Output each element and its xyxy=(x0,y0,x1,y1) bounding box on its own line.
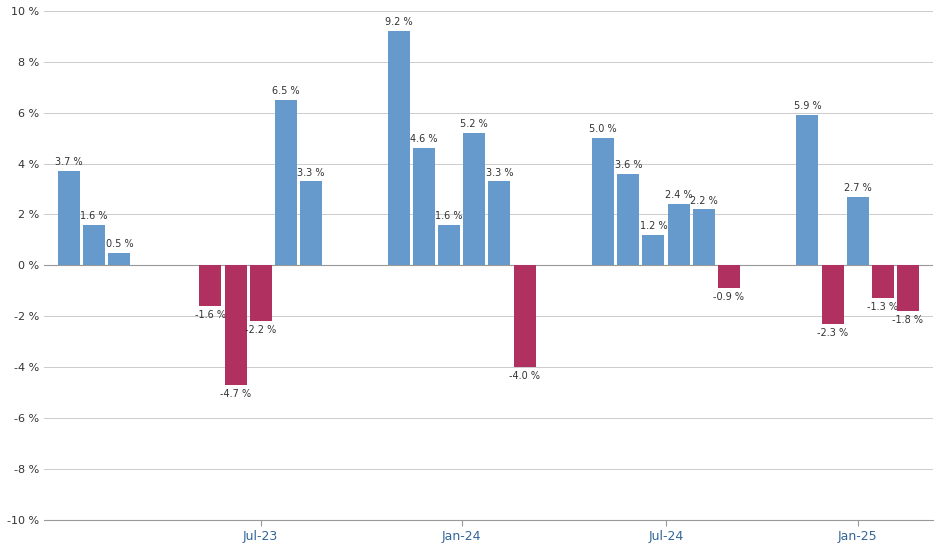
Text: 6.5 %: 6.5 % xyxy=(272,86,300,96)
Text: 4.6 %: 4.6 % xyxy=(411,135,438,145)
Bar xyxy=(796,116,819,265)
Text: 3.3 %: 3.3 % xyxy=(297,168,324,178)
Bar xyxy=(225,265,246,385)
Bar xyxy=(413,148,435,265)
Text: 2.2 %: 2.2 % xyxy=(690,195,717,206)
Text: 2.7 %: 2.7 % xyxy=(844,183,871,193)
Bar xyxy=(718,265,740,288)
Bar xyxy=(513,265,536,367)
Bar xyxy=(250,265,272,321)
Bar xyxy=(822,265,843,324)
Bar xyxy=(388,31,410,265)
Text: 3.3 %: 3.3 % xyxy=(486,168,513,178)
Text: 5.9 %: 5.9 % xyxy=(793,101,822,112)
Bar xyxy=(300,182,322,265)
Bar xyxy=(438,224,461,265)
Bar xyxy=(108,252,131,265)
Bar xyxy=(489,182,510,265)
Text: 1.6 %: 1.6 % xyxy=(435,211,463,221)
Bar xyxy=(642,235,665,265)
Bar xyxy=(847,196,869,265)
Bar xyxy=(871,265,894,298)
Bar xyxy=(693,210,714,265)
Bar xyxy=(592,138,614,265)
Text: 3.7 %: 3.7 % xyxy=(55,157,83,167)
Text: 9.2 %: 9.2 % xyxy=(385,18,413,28)
Text: 0.5 %: 0.5 % xyxy=(105,239,133,249)
Bar xyxy=(463,133,485,265)
Text: -4.7 %: -4.7 % xyxy=(220,389,251,399)
Text: 3.6 %: 3.6 % xyxy=(615,160,642,170)
Bar xyxy=(84,224,105,265)
Text: -0.9 %: -0.9 % xyxy=(713,292,744,302)
Text: -2.3 %: -2.3 % xyxy=(817,328,848,338)
Bar xyxy=(667,204,690,265)
Bar xyxy=(274,100,297,265)
Text: 5.0 %: 5.0 % xyxy=(589,124,617,134)
Bar xyxy=(618,174,639,265)
Text: -1.8 %: -1.8 % xyxy=(892,315,923,325)
Text: -2.2 %: -2.2 % xyxy=(245,325,276,335)
Bar xyxy=(58,171,80,265)
Text: 1.6 %: 1.6 % xyxy=(81,211,108,221)
Bar xyxy=(199,265,222,306)
Text: -4.0 %: -4.0 % xyxy=(509,371,540,381)
Text: 2.4 %: 2.4 % xyxy=(665,190,693,200)
Text: -1.6 %: -1.6 % xyxy=(195,310,226,320)
Bar xyxy=(897,265,919,311)
Text: 5.2 %: 5.2 % xyxy=(461,119,488,129)
Text: -1.3 %: -1.3 % xyxy=(868,302,899,312)
Text: 1.2 %: 1.2 % xyxy=(639,221,667,231)
